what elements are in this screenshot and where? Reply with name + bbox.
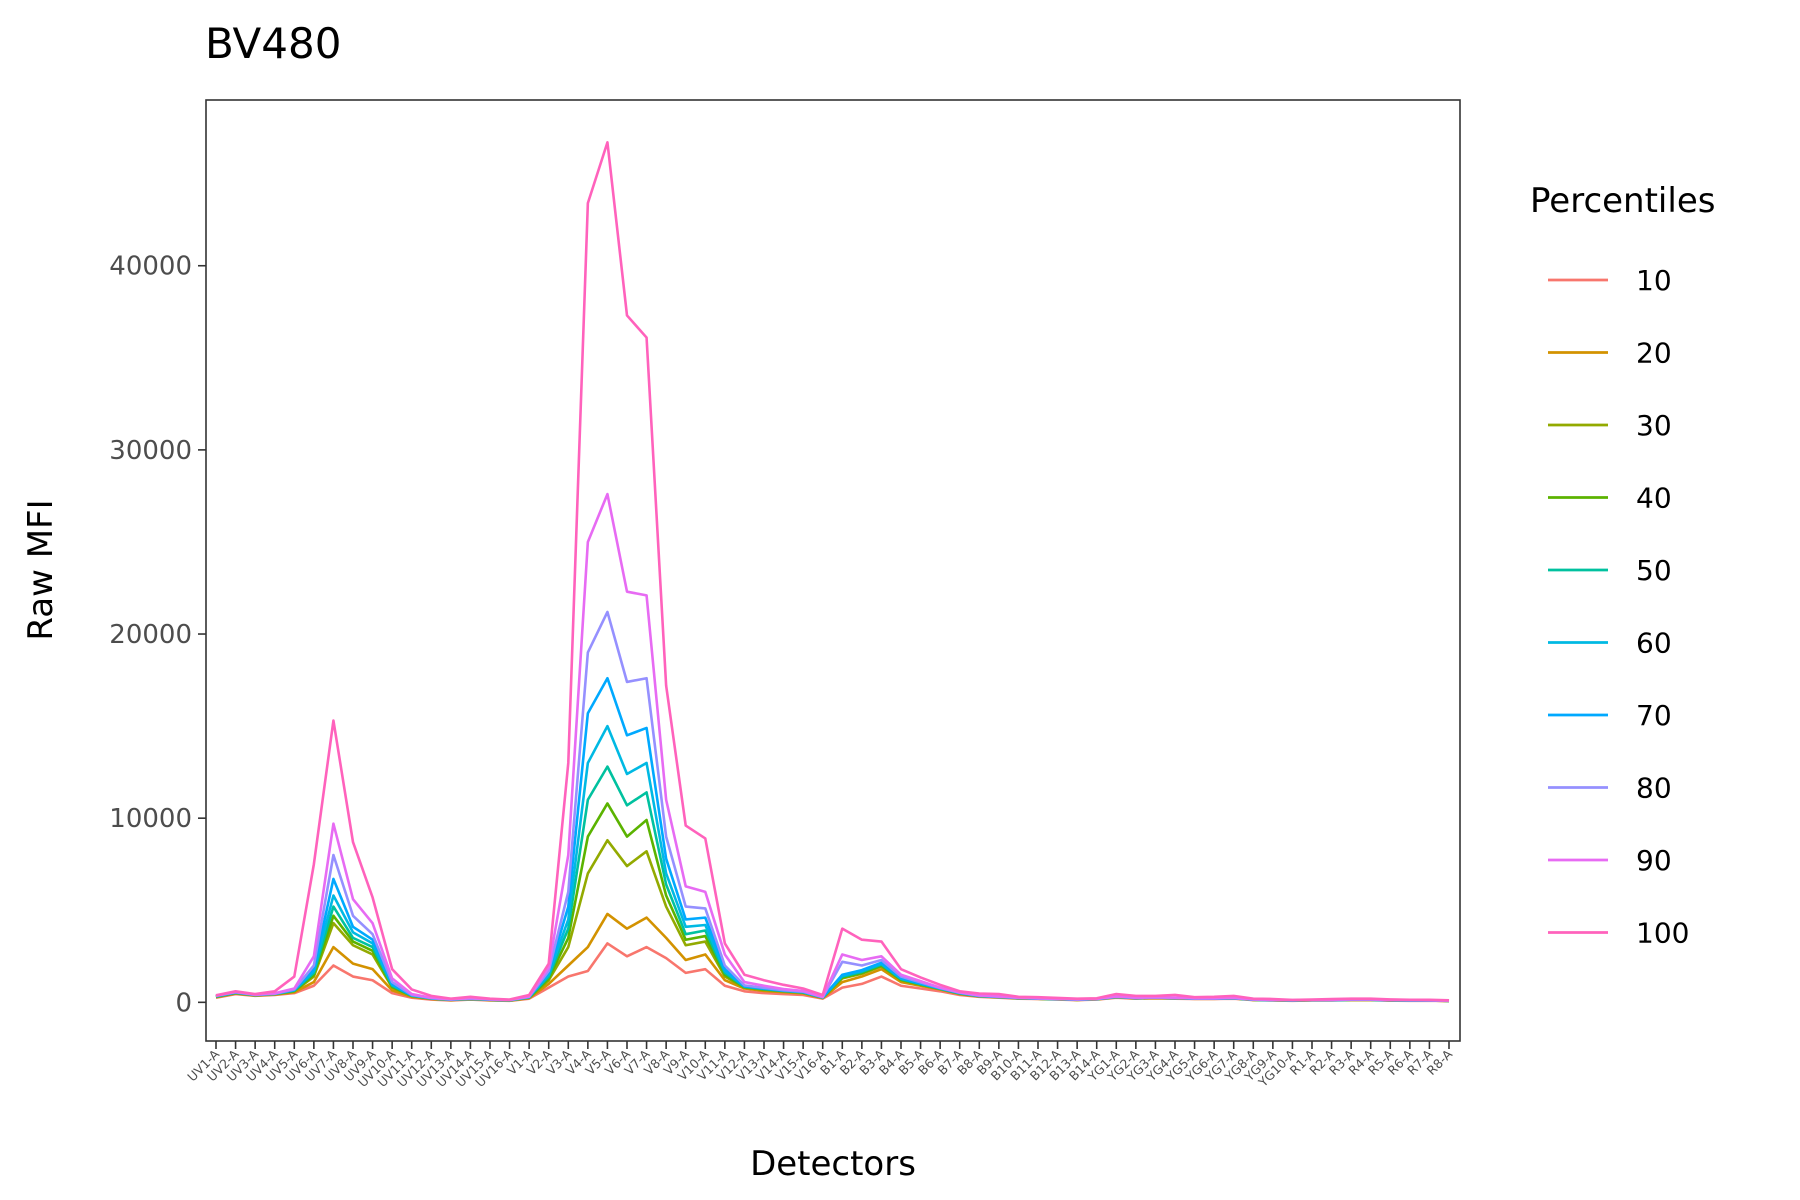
y-tick-label: 30000 <box>109 436 192 466</box>
plot-panel <box>205 99 1461 1042</box>
chart-title: BV480 <box>205 19 341 68</box>
y-tick-label: 0 <box>175 988 192 1018</box>
legend-label-10: 10 <box>1636 264 1672 297</box>
legend-label-60: 60 <box>1636 627 1672 660</box>
series-line-90 <box>215 492 1450 1002</box>
legend-label-40: 40 <box>1636 482 1672 515</box>
legend-label-80: 80 <box>1636 772 1672 805</box>
legend-label-100: 100 <box>1636 917 1689 950</box>
series-line-100 <box>215 141 1450 1002</box>
legend-label-30: 30 <box>1636 409 1672 442</box>
y-axis: 0 10000 20000 30000 40000 <box>109 252 206 1018</box>
y-axis-title: Raw MFI <box>21 499 61 640</box>
legend-title: Percentiles <box>1530 181 1715 221</box>
series-lines <box>215 141 1450 1003</box>
legend-label-90: 90 <box>1636 844 1672 877</box>
y-tick-label: 40000 <box>109 252 192 282</box>
legend-label-50: 50 <box>1636 554 1672 587</box>
y-tick-label: 20000 <box>109 620 192 650</box>
legend-label-20: 20 <box>1636 337 1672 370</box>
y-tick-label: 10000 <box>109 804 192 834</box>
legend: Percentiles 10 20 30 40 50 60 70 80 90 100 <box>1530 181 1715 950</box>
x-axis-title: Detectors <box>750 1144 916 1184</box>
legend-label-70: 70 <box>1636 699 1672 732</box>
x-axis: UV1-AUV2-AUV3-AUV4-AUV5-AUV6-AUV7-AUV8-A… <box>184 1041 1455 1090</box>
